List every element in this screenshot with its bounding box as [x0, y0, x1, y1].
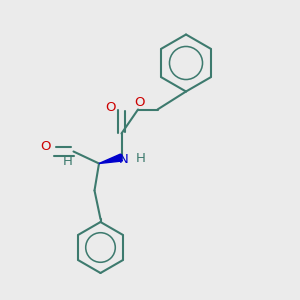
Polygon shape	[99, 154, 122, 164]
Text: O: O	[40, 140, 51, 153]
Text: O: O	[134, 96, 145, 110]
Text: O: O	[106, 100, 116, 114]
Text: H: H	[63, 154, 73, 168]
Text: H: H	[136, 152, 145, 165]
Text: N: N	[119, 153, 128, 167]
